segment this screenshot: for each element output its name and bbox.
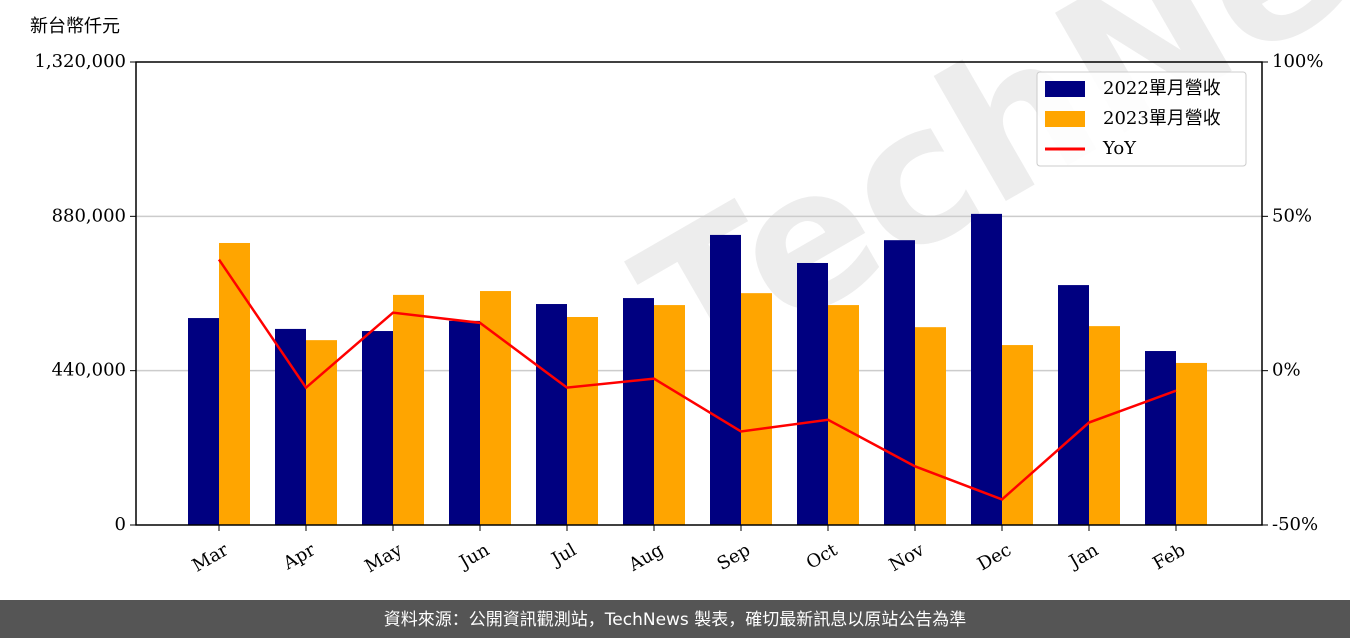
x-tick-label: Oct [803,539,842,574]
bar [623,298,654,525]
bar [1089,326,1120,525]
y-tick-label: 0 [115,514,126,535]
bar [219,242,250,525]
legend-label: 2023單月營收 [1103,108,1221,129]
bar [362,331,393,525]
footer: 資料來源：公開資訊觀測站，TechNews 製表，確切最新訊息以原站公告為準 [384,610,966,630]
legend-box [1036,71,1247,167]
bar [480,291,511,525]
legend-label: YoY [1102,138,1137,159]
y2-tick-label: -50% [1272,514,1318,535]
bar [884,240,915,525]
legend-swatch [1045,111,1085,127]
y-axis-title: 新台幣仟元 [30,16,120,37]
y-tick-label: 440,000 [52,360,126,381]
bar [449,320,480,525]
x-tick-label: Jul [546,539,580,571]
footer-bar [0,600,1350,638]
bar [536,304,567,525]
bar [567,317,598,525]
bar [306,340,337,525]
legend-swatch [1045,81,1085,97]
bar [741,293,772,525]
bar [710,234,741,526]
x-tick-label: Dec [974,539,1015,575]
legend-label: 2022單月營收 [1103,78,1221,99]
bar [275,328,306,525]
bar [393,294,424,525]
y2-tick-label: 100% [1272,51,1323,72]
x-tick-label: Mar [189,539,233,576]
x-tick-label: Feb [1149,539,1189,574]
x-tick-label: May [361,539,406,577]
bar [654,305,685,525]
y-tick-label: 1,320,000 [34,51,126,72]
x-tick-label: Jun [454,539,493,574]
x-tick-label: Apr [279,539,319,574]
bar [1058,285,1089,525]
bar [188,318,219,525]
plot-frame [135,61,1263,526]
bar [1002,345,1033,525]
y-tick-label: 880,000 [52,205,126,226]
bar [828,305,859,525]
bar [797,262,828,525]
bar [915,327,946,525]
x-tick-label: Nov [886,539,929,576]
x-tick-label: Aug [624,539,667,576]
bar [1176,362,1207,525]
x-tick-label: Jan [1064,539,1102,573]
x-tick-label: Sep [714,539,754,574]
y2-tick-label: 50% [1272,205,1312,226]
bar [1145,351,1176,525]
bar [971,213,1002,525]
y2-tick-label: 0% [1272,360,1301,381]
line-series [217,258,1177,501]
